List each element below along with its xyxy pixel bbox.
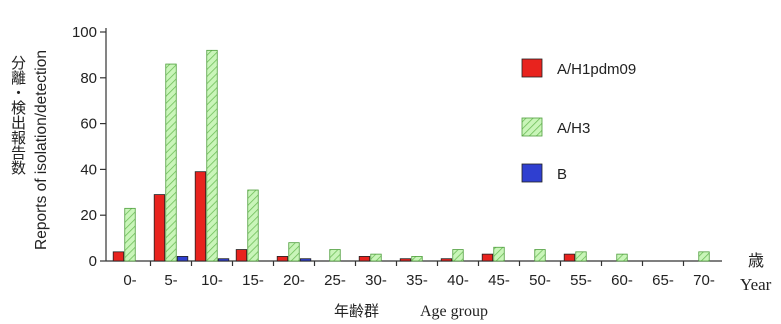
legend-swatch	[521, 163, 543, 183]
bar-a-h1pdm09-11	[563, 253, 576, 262]
bar-a-h1pdm09-8	[440, 258, 453, 262]
bar-b-2	[217, 258, 230, 262]
x-tick-label: 20-	[283, 272, 305, 289]
bar-a-h3-2	[206, 49, 218, 262]
x-tick-label: 40-	[447, 272, 469, 289]
bar-a-h3-7	[411, 256, 423, 262]
y-tick-label: 20	[80, 207, 97, 224]
x-axis-unit-en: Year	[740, 275, 772, 294]
x-tick-label: 5-	[164, 272, 177, 289]
bar-a-h3-14	[698, 251, 710, 262]
x-tick-label: 25-	[324, 272, 346, 289]
x-tick-label: 10-	[201, 272, 223, 289]
y-tick-label: 60	[80, 116, 97, 133]
x-tick-label: 45-	[488, 272, 510, 289]
legend-label: B	[557, 166, 567, 183]
y-axis-title: 分離・検出報告数 Reports of isolation/detection	[9, 50, 50, 250]
legend-label: A/H1pdm09	[557, 61, 636, 78]
bar-a-h3-8	[452, 249, 464, 262]
bar-a-h3-11	[575, 251, 587, 262]
x-tick-label: 70-	[693, 272, 715, 289]
bar-a-h3-0	[124, 207, 136, 262]
y-axis-ticks: 0 20 40 60 80 100	[72, 24, 106, 270]
x-tick-label: 15-	[242, 272, 264, 289]
bar-a-h1pdm09-7	[399, 258, 412, 262]
y-tick-label: 40	[80, 161, 97, 178]
bar-a-h3-5	[329, 249, 341, 262]
bar-a-h1pdm09-2	[194, 171, 207, 262]
x-tick-label: 30-	[365, 272, 387, 289]
bar-a-h1pdm09-0	[112, 251, 125, 262]
y-axis-title-ja: 分離・検出報告数	[9, 55, 27, 175]
bar-a-h1pdm09-9	[481, 253, 494, 262]
x-axis-unit-ja: 歳	[748, 251, 764, 270]
bar-a-h3-3	[247, 189, 259, 262]
chart-legend: A/H1pdm09 A/H3 B	[521, 58, 636, 183]
bar-a-h1pdm09-3	[235, 249, 248, 262]
legend-label: A/H3	[557, 120, 590, 137]
y-axis-title-en: Reports of isolation/detection	[33, 50, 50, 250]
bar-a-h3-9	[493, 246, 505, 262]
bar-a-h3-12	[616, 253, 628, 262]
bar-a-h3-4	[288, 242, 300, 262]
x-tick-label: 60-	[611, 272, 633, 289]
bar-a-h3-6	[370, 253, 382, 262]
x-tick-label: 0-	[123, 272, 136, 289]
bar-a-h1pdm09-1	[153, 194, 166, 262]
x-axis-title-ja: 年齢群	[334, 302, 379, 320]
bar-a-h1pdm09-4	[276, 256, 289, 262]
x-axis-title-en: Age group	[420, 303, 488, 320]
y-tick-label: 100	[72, 24, 97, 41]
legend-swatch	[521, 58, 543, 78]
chart-bars	[112, 49, 710, 262]
x-tick-label: 55-	[570, 272, 592, 289]
bar-b-1	[176, 256, 189, 262]
x-tick-label: 35-	[406, 272, 428, 289]
bar-a-h1pdm09-6	[358, 256, 371, 262]
x-tick-label: 50-	[529, 272, 551, 289]
legend-swatch	[521, 117, 543, 137]
x-tick-label: 65-	[652, 272, 674, 289]
y-tick-label: 0	[89, 253, 97, 270]
bar-a-h3-10	[534, 249, 546, 262]
bar-b-4	[299, 258, 312, 262]
x-axis-ticks: 0- 5- 10- 15- 20- 25- 30- 35- 40- 45- 50- 55- 60- 65-…	[123, 261, 715, 289]
bar-a-h3-1	[165, 63, 177, 262]
y-tick-label: 80	[80, 70, 97, 87]
